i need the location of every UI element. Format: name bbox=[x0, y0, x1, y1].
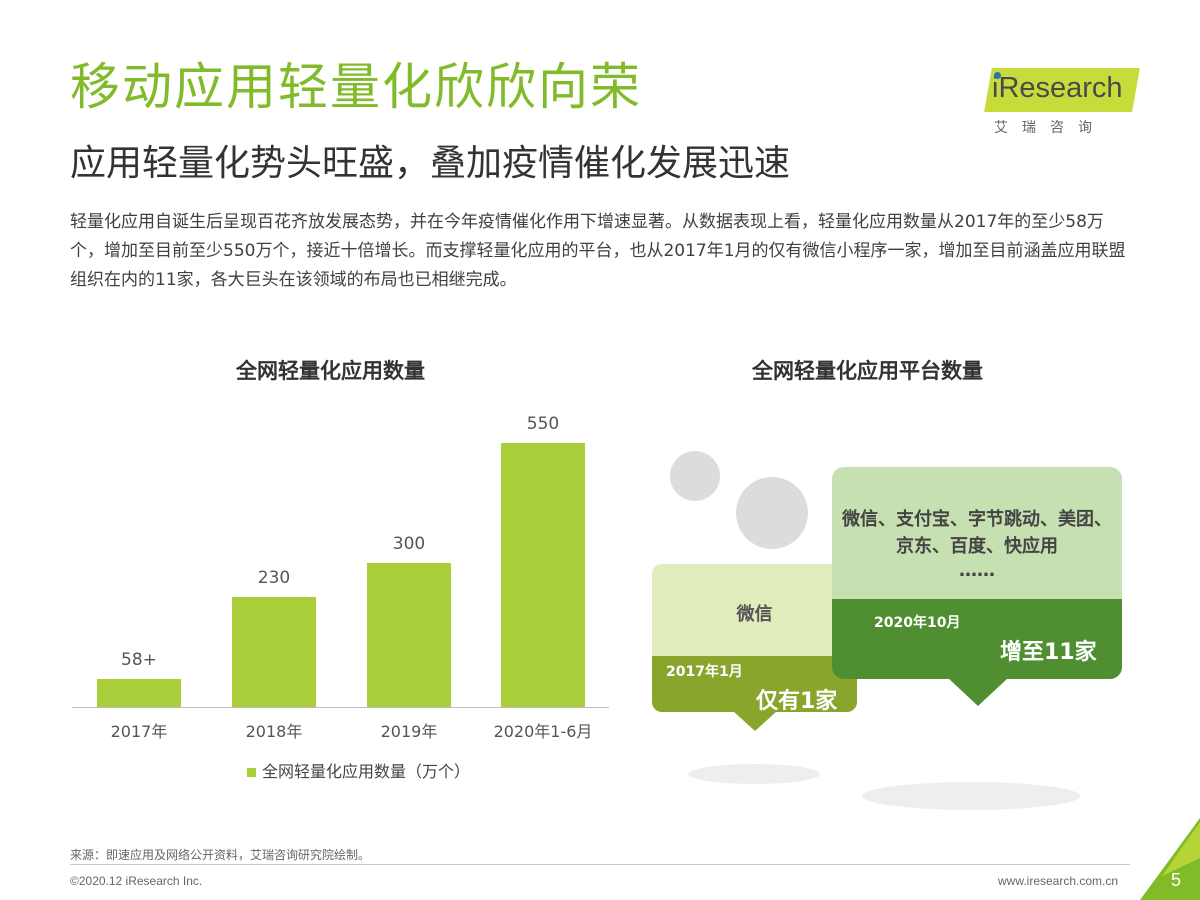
footer-divider bbox=[70, 864, 1130, 865]
x-tick-label: 2017年 bbox=[110, 722, 168, 741]
logo-dot-icon bbox=[994, 72, 1001, 79]
decor-circle-small bbox=[670, 451, 720, 501]
before-platforms: 微信 bbox=[736, 604, 773, 625]
bar bbox=[97, 679, 181, 707]
source-note: 来源：即速应用及网络公开资料，艾瑞咨询研究院绘制。 bbox=[70, 848, 371, 862]
after-count: 增至11家 bbox=[1000, 640, 1097, 665]
right-chart-title: 全网轻量化应用平台数量 bbox=[752, 359, 983, 383]
after-count-box bbox=[832, 599, 1122, 679]
left-chart-title: 全网轻量化应用数量 bbox=[236, 359, 425, 383]
bar-value-label: 230 bbox=[257, 568, 291, 588]
after-platforms-more: …… bbox=[959, 560, 995, 581]
after-platform-box bbox=[832, 467, 1122, 601]
x-axis-line bbox=[72, 707, 609, 708]
before-bubble-tail bbox=[733, 711, 777, 731]
legend-swatch bbox=[247, 768, 256, 777]
before-count: 仅有1家 bbox=[756, 689, 838, 714]
after-bubble-tail bbox=[948, 678, 1008, 706]
bar-value-label: 300 bbox=[392, 534, 426, 554]
bar bbox=[232, 597, 316, 707]
decor-circle-large bbox=[736, 477, 808, 549]
copyright: ©2020.12 iResearch Inc. bbox=[70, 874, 203, 888]
after-date: 2020年10月 bbox=[874, 615, 961, 631]
page-number: 5 bbox=[1171, 870, 1182, 890]
corner-decoration bbox=[1140, 818, 1200, 900]
page-title: 移动应用轻量化欣欣向荣 bbox=[70, 58, 642, 116]
shadow-large bbox=[862, 782, 1080, 810]
bar-value-label: 58+ bbox=[121, 650, 157, 670]
logo-subtitle: 艾瑞咨询 bbox=[994, 120, 1106, 136]
body-paragraph: 轻量化应用自诞生后呈现百花齐放发展态势，并在今年疫情催化作用下增速显著。从数据表… bbox=[70, 212, 1126, 290]
website-link[interactable]: www.iresearch.com.cn bbox=[998, 874, 1119, 888]
legend-label: 全网轻量化应用数量（万个） bbox=[262, 762, 471, 781]
x-tick-label: 2019年 bbox=[380, 722, 438, 741]
before-count-box bbox=[652, 656, 857, 712]
page-subtitle: 应用轻量化势头旺盛，叠加疫情催化发展迅速 bbox=[70, 143, 791, 184]
shadow-small bbox=[688, 764, 820, 784]
before-date: 2017年1月 bbox=[666, 664, 743, 680]
bar-value-label: 550 bbox=[526, 414, 560, 434]
x-tick-label: 2020年1-6月 bbox=[493, 722, 593, 741]
after-platforms: 微信、支付宝、字节跳动、美团、京东、百度、快应用 bbox=[842, 509, 1112, 557]
logo: iResearch bbox=[992, 72, 1123, 104]
bar bbox=[367, 563, 451, 707]
bar bbox=[501, 443, 585, 707]
before-platform-box bbox=[652, 564, 862, 658]
x-tick-label: 2018年 bbox=[245, 722, 303, 741]
